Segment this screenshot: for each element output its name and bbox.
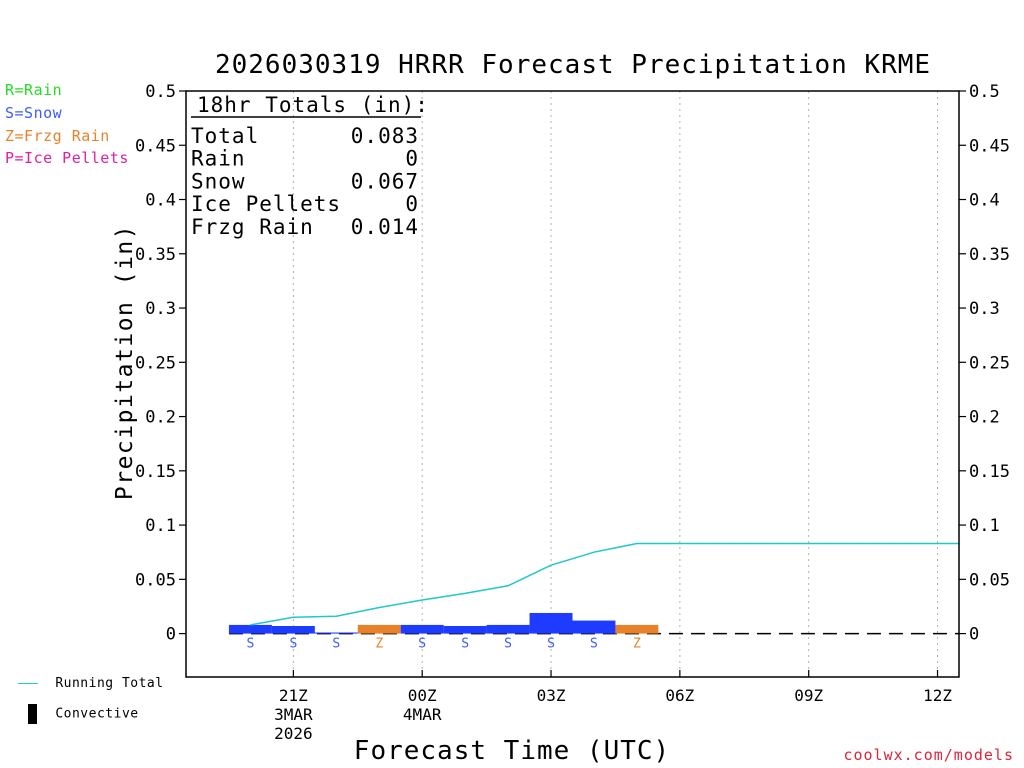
- y-tick-label-right: 0.3: [969, 299, 1000, 319]
- running-total-swatch: [18, 683, 38, 684]
- y-tick-label-left: 0.15: [135, 462, 176, 482]
- convective-key: Convective: [28, 704, 139, 724]
- totals-row-value: 0: [405, 147, 419, 171]
- precip-bar-S: [400, 624, 444, 634]
- x-tick-label: 03Z: [537, 686, 566, 705]
- y-tick-label-right: 0.15: [969, 462, 1010, 482]
- totals-row-value: 0.083: [351, 124, 419, 148]
- totals-row-label: Total: [191, 124, 259, 148]
- precip-type-label: S: [547, 637, 555, 652]
- x-tick-label: 2026: [274, 724, 313, 743]
- x-tick-label: 3MAR: [274, 705, 313, 724]
- totals-row-value: 0.014: [351, 215, 419, 239]
- totals-row-label: Snow: [191, 169, 246, 193]
- x-tick-label: 09Z: [794, 686, 823, 705]
- y-tick-label-left: 0.1: [145, 516, 176, 536]
- precip-bar-S: [572, 620, 616, 634]
- x-tick-label: 21Z: [279, 686, 308, 705]
- running-total-line: [250, 542, 959, 626]
- precip-bar-Z: [357, 624, 401, 634]
- y-tick-label-left: 0: [166, 625, 176, 645]
- y-tick-label-right: 0: [969, 625, 979, 645]
- y-tick-label-right: 0.05: [969, 570, 1010, 590]
- running-total-label: Running Total: [55, 676, 164, 691]
- y-tick-label-left: 0.3: [145, 299, 176, 319]
- y-tick-label-left: 0.35: [135, 245, 176, 265]
- precip-bar-S: [486, 624, 530, 634]
- precip-type-label: Z: [375, 637, 383, 652]
- x-tick-label: 00Z: [408, 686, 437, 705]
- y-tick-label-left: 0.45: [135, 136, 176, 156]
- precip-type-label: Z: [633, 637, 641, 652]
- y-tick-label-right: 0.25: [969, 353, 1010, 373]
- totals-row-value: 0: [405, 192, 419, 216]
- y-tick-label-left: 0.4: [145, 191, 176, 211]
- precip-bar-S: [228, 624, 272, 634]
- line-layer: [250, 542, 959, 626]
- precip-type-label: S: [247, 637, 255, 652]
- x-tick-label: 4MAR: [403, 705, 442, 724]
- x-tick-label: 06Z: [665, 686, 694, 705]
- precip-bar-S: [314, 632, 358, 634]
- y-tick-label-left: 0.2: [145, 408, 176, 428]
- legend-ice-pellets-label: P=Ice Pellets: [5, 149, 129, 167]
- y-tick-label-right: 0.2: [969, 408, 1000, 428]
- precip-type-label: S: [289, 637, 297, 652]
- precip-type-label: S: [504, 637, 512, 652]
- convective-label: Convective: [55, 706, 139, 722]
- legend-snow: S=Snow: [5, 104, 62, 122]
- x-tick-label: 12Z: [923, 686, 952, 705]
- convective-swatch: [28, 704, 37, 724]
- precip-type-label: S: [461, 637, 469, 652]
- y-tick-label-left: 0.05: [135, 570, 176, 590]
- totals-row-label: Rain: [191, 147, 246, 171]
- totals-row-label: Frzg Rain: [191, 215, 314, 239]
- legend-freezing-rain-label: Z=Frzg Rain: [5, 127, 110, 145]
- legend-ice-pellets: P=Ice Pellets: [5, 149, 129, 167]
- precip-type-label: S: [418, 637, 426, 652]
- totals-box: 18hr Totals (in): Total 0.083 Rain 0 Snow 0.06…: [191, 93, 429, 239]
- plot-frame: [185, 90, 960, 678]
- totals-row-label: Ice Pellets: [191, 192, 341, 216]
- grid-layer: [228, 91, 959, 677]
- precip-bar-S: [529, 612, 573, 634]
- totals-row-value: 0.067: [351, 169, 419, 193]
- y-tick-label-right: 0.5: [969, 82, 1000, 102]
- y-tick-label-right: 0.1: [969, 516, 1000, 536]
- y-tick-label-right: 0.4: [969, 191, 1000, 211]
- tick-layer: 0.5 0.5 0.45 0.45 0.4 0.4 0.35 0.35 0.3 0.3 0.25 0.…: [135, 82, 1010, 743]
- y-tick-label-right: 0.45: [969, 136, 1010, 156]
- precip-type-label: S: [332, 637, 340, 652]
- precip-bar-S: [443, 625, 487, 634]
- running-total-key: Running Total: [18, 676, 164, 691]
- totals-header: 18hr Totals (in):: [197, 93, 429, 117]
- x-axis-label: Forecast Time (UTC): [353, 736, 671, 766]
- y-tick-label-right: 0.35: [969, 245, 1010, 265]
- precip-bar-S: [271, 625, 315, 634]
- precip-type-label: S: [590, 637, 598, 652]
- legend-rain: R=Rain: [5, 81, 62, 99]
- y-tick-label-left: 0.5: [145, 82, 176, 102]
- credit-link[interactable]: coolwx.com/models: [843, 746, 1014, 764]
- legend-freezing-rain: Z=Frzg Rain: [5, 127, 110, 145]
- legend-rain-label: R=Rain: [5, 81, 63, 99]
- legend-snow-label: S=Snow: [5, 104, 63, 122]
- chart-title: 2026030319 HRRR Forecast Precipitation K…: [214, 50, 932, 80]
- precip-bar-Z: [615, 624, 659, 634]
- y-tick-label-left: 0.25: [135, 353, 176, 373]
